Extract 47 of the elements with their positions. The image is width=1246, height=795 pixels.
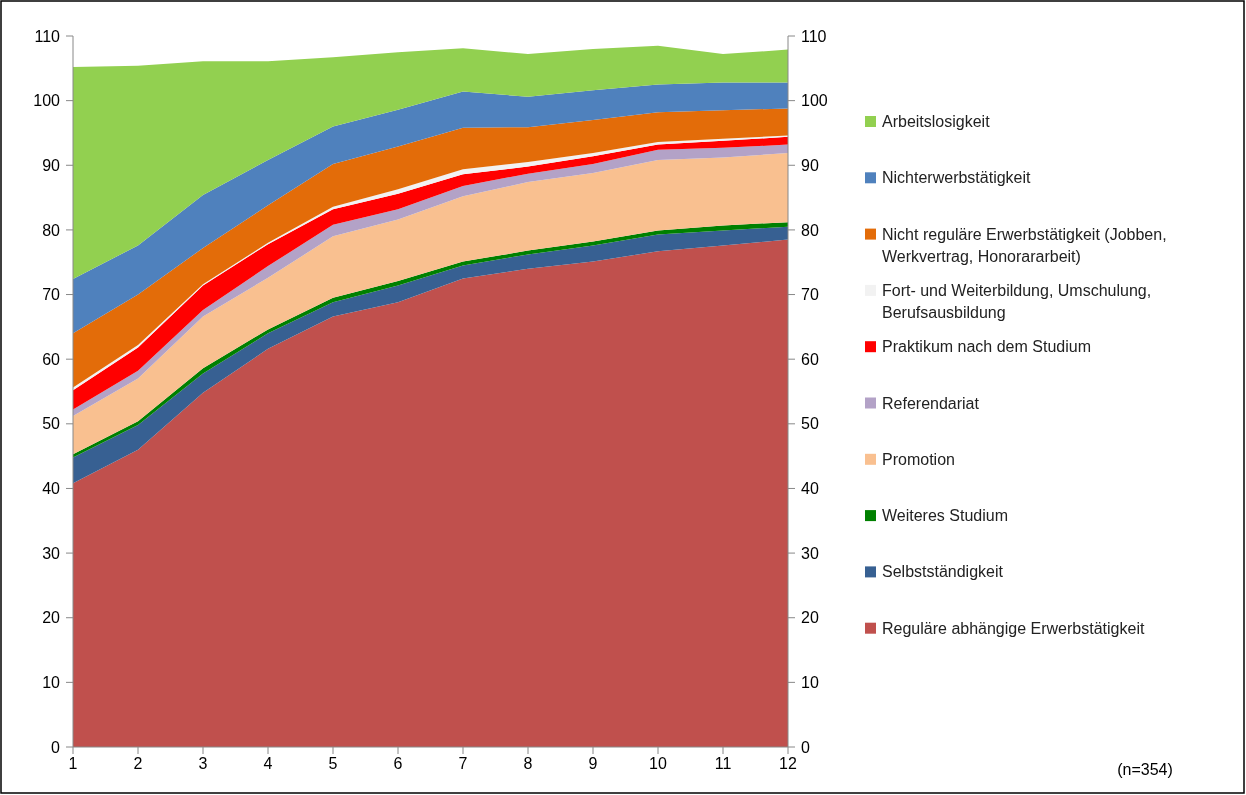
x-tick-label: 3: [198, 755, 208, 772]
y-tick-label: 30: [42, 544, 61, 562]
y-tick-label: 20: [42, 609, 61, 627]
y2-tick-label: 10: [801, 673, 819, 691]
x-tick-label: 9: [588, 755, 598, 772]
x-tick-label: 11: [714, 755, 732, 772]
y-tick-label: 80: [42, 221, 61, 239]
y-tick-label: 40: [42, 480, 61, 498]
y2-tick-label: 110: [801, 27, 827, 45]
y2-tick-label: 50: [801, 415, 819, 433]
legend-label: Referendariat: [882, 394, 980, 412]
x-tick-label: 4: [263, 755, 273, 772]
y2-tick-label: 60: [801, 350, 819, 368]
y-tick-label: 110: [34, 27, 61, 45]
y2-tick-label: 0: [801, 738, 810, 756]
y2-tick-label: 40: [801, 480, 819, 498]
x-tick-label: 12: [779, 755, 797, 772]
y2-tick-label: 100: [801, 92, 828, 110]
y-tick-label: 90: [42, 156, 61, 174]
y-tick-label: 50: [42, 415, 61, 433]
y2-tick-label: 90: [801, 156, 819, 174]
legend-label: Praktikum nach dem Studium: [882, 338, 1091, 356]
text: (n=354): [1117, 761, 1173, 778]
legend-label: Nicht reguläre Erwerbstätigkeit (Jobben, Werkvertrag, Honorararbeit): [882, 225, 1167, 265]
y-tick-label: 60: [42, 350, 61, 368]
y-tick-label: 70: [42, 286, 61, 304]
y-tick-label: 0: [51, 738, 61, 756]
y2-tick-label: 20: [801, 609, 819, 627]
x-tick-label: 5: [328, 755, 338, 772]
legend-label: Arbeitslosigkeit: [882, 113, 991, 130]
legend-label: Nichterwerbstätigkeit: [882, 169, 1032, 187]
y2-tick-label: 80: [801, 221, 819, 239]
y2-tick-label: 30: [801, 544, 819, 562]
x-tick-label: 6: [393, 755, 403, 772]
legend-label: Fort- und Weiterbildung, Umschulung, Berufsausbildung: [882, 281, 1152, 321]
x-tick-label: 2: [133, 755, 143, 772]
x-tick-label: 10: [649, 755, 667, 772]
y-tick-label: 10: [42, 673, 61, 691]
x-tick-label: 1: [68, 755, 78, 772]
legend-label: Selbstständigkeit: [882, 563, 1004, 581]
y-tick-label: 100: [33, 92, 61, 110]
legend-label: Reguläre abhängige Erwerbstätigkeit: [882, 619, 1145, 637]
legend-label: Promotion: [882, 450, 955, 468]
y2-tick-label: 70: [801, 286, 819, 304]
x-tick-label: 8: [523, 755, 533, 772]
x-tick-label: 7: [458, 755, 468, 772]
legend-label: Weiteres Studium: [882, 507, 1008, 525]
